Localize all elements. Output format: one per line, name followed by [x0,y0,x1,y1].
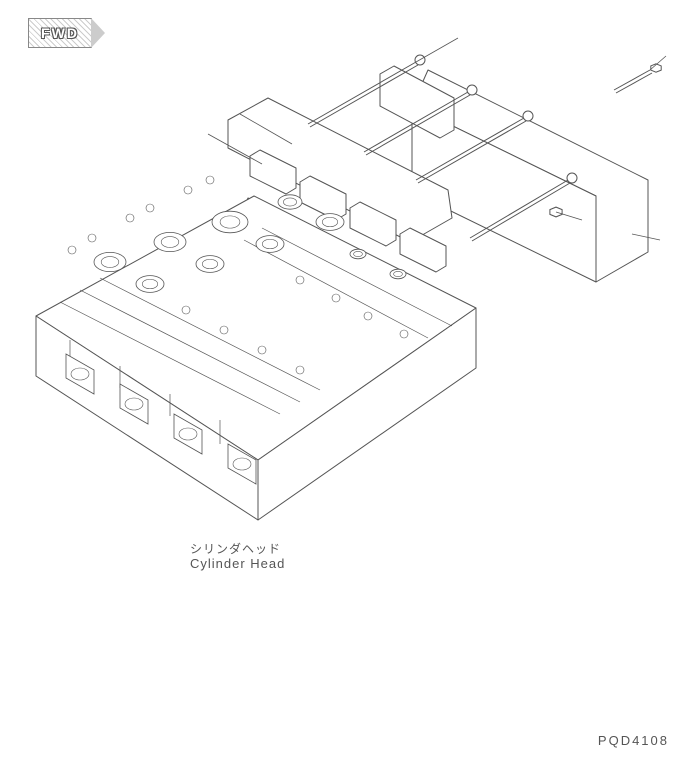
drawing-code: PQD4108 [598,733,669,748]
fwd-text: FWD [41,25,79,41]
technical-drawing [0,0,687,762]
cylinder-head-label-en: Cylinder Head [190,556,285,571]
diagram-canvas: FWD シリンダヘッド Cylinder Head PQD4108 [0,0,687,762]
cylinder-head-label-jp: シリンダヘッド [190,540,281,557]
